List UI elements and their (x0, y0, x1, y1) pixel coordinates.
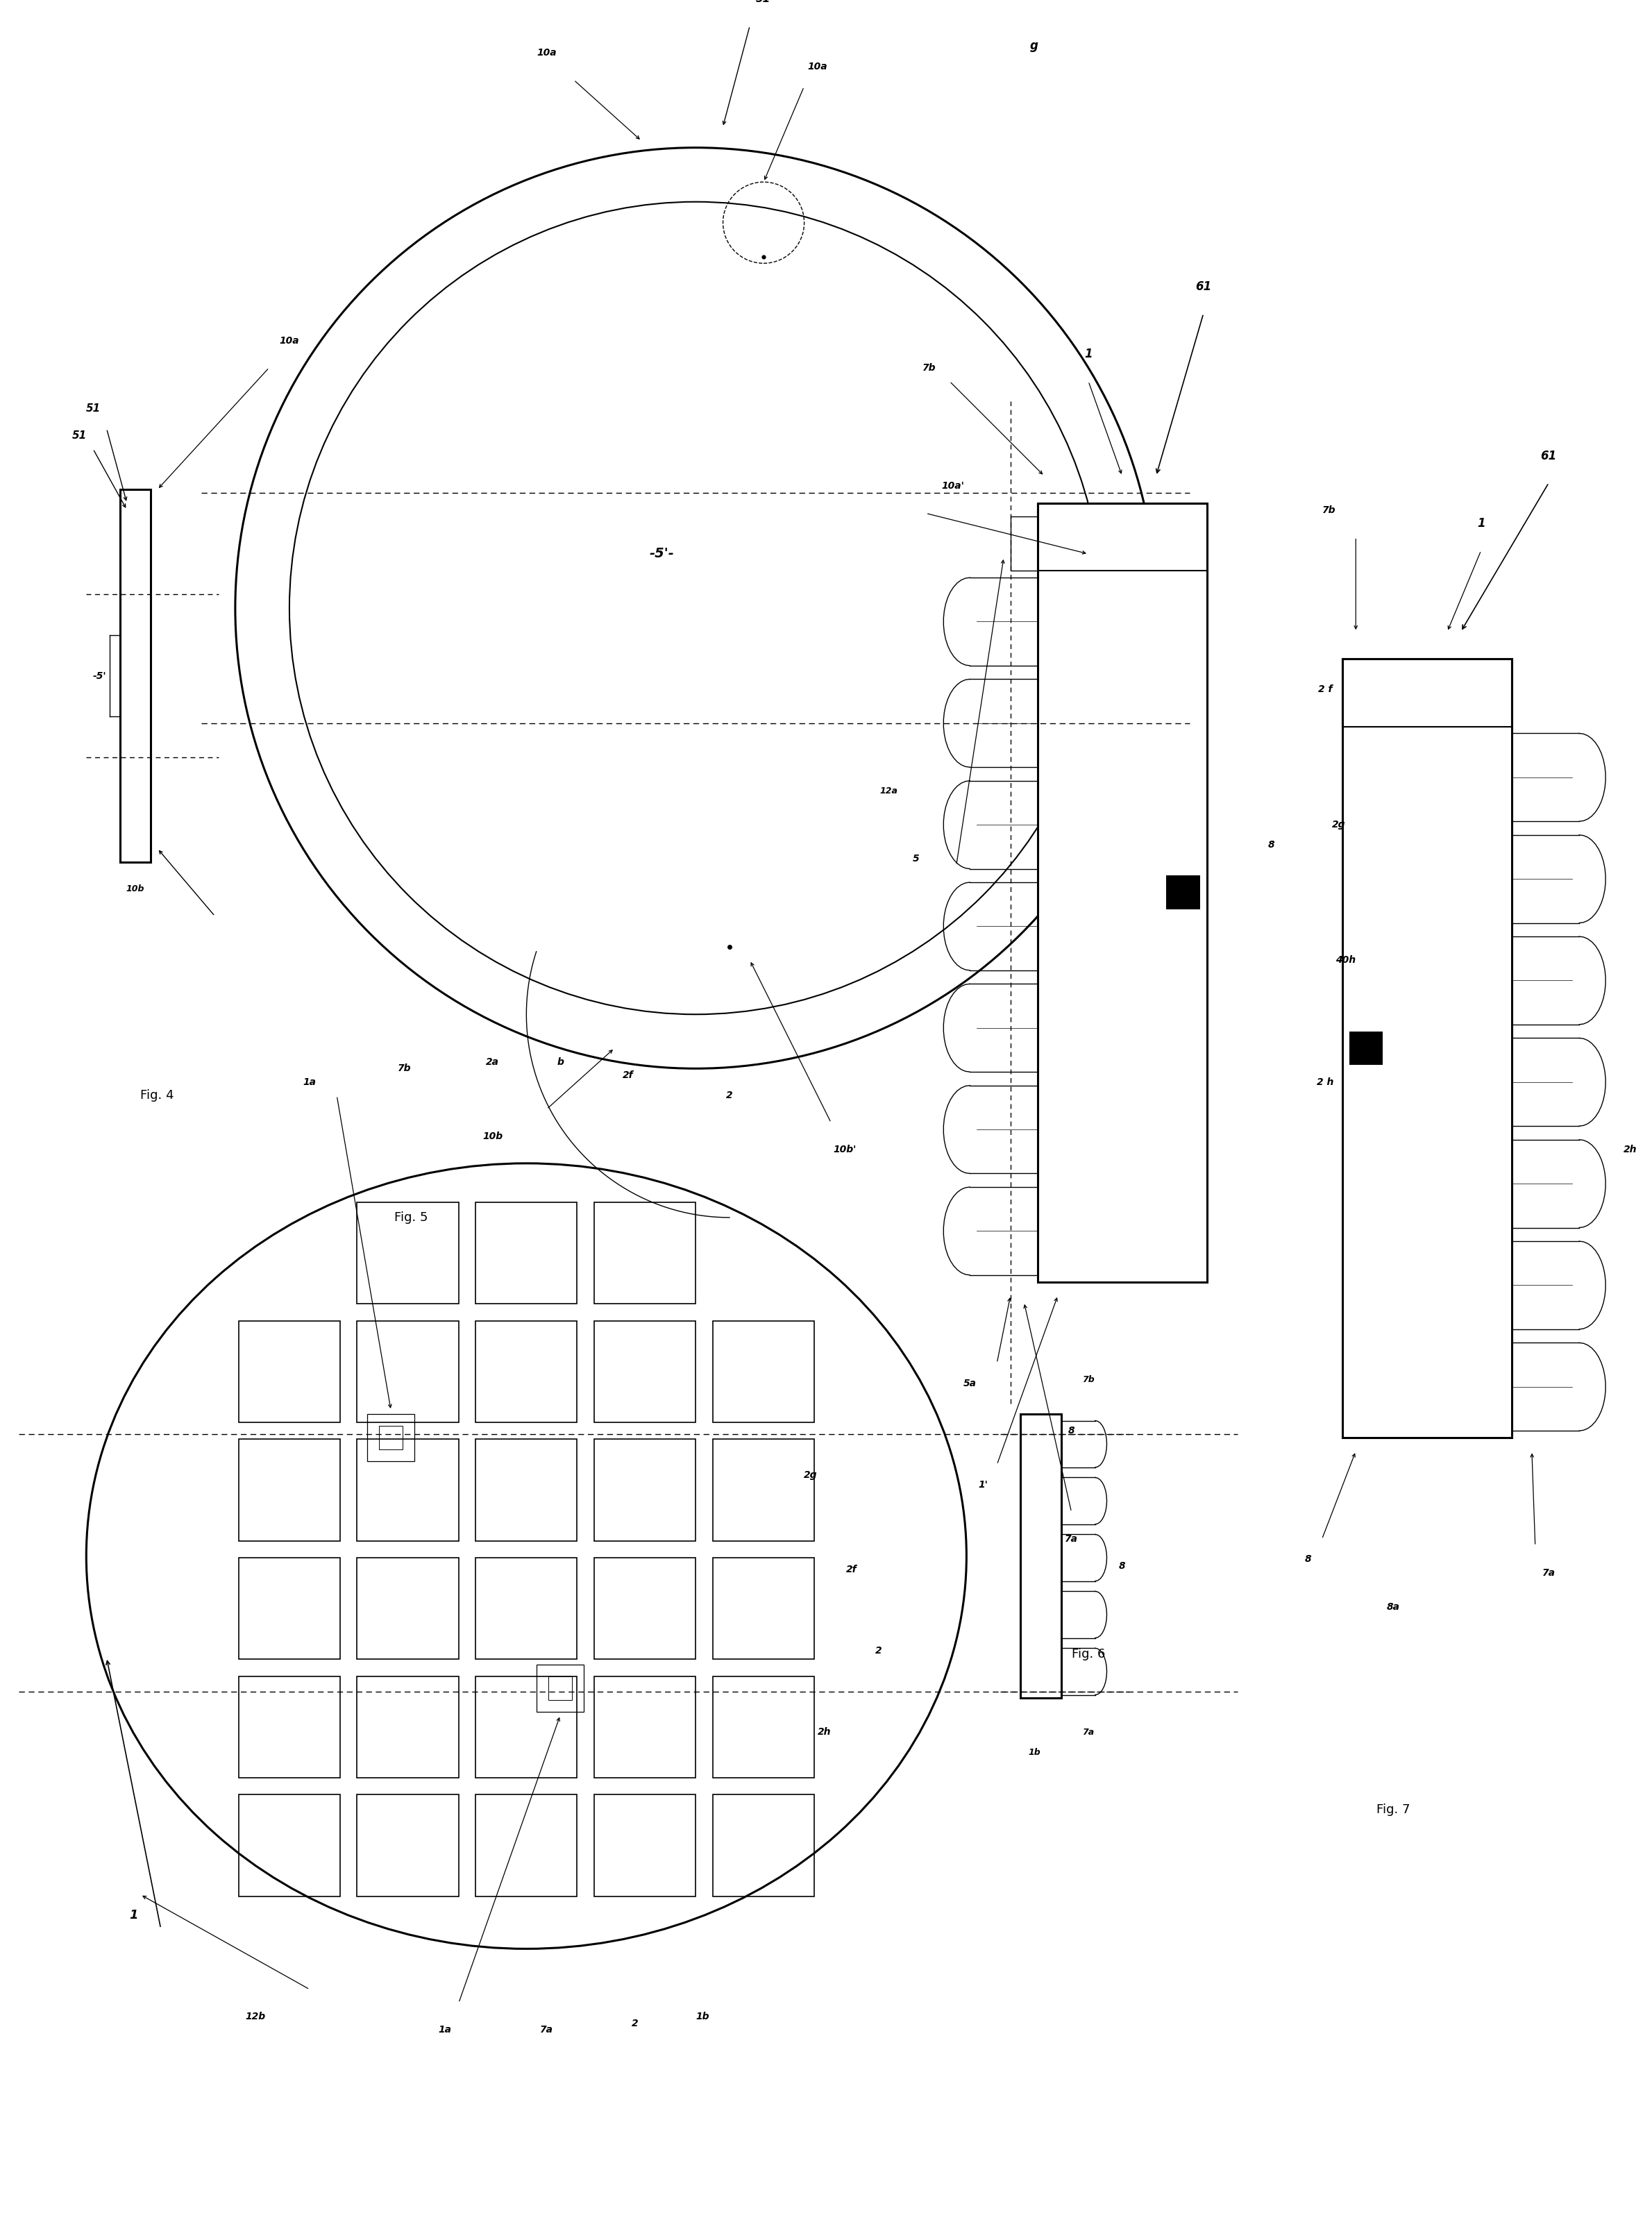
Text: 7a: 7a (540, 2025, 553, 2034)
Bar (476, 1320, 577, 1423)
Bar (712, 1795, 814, 1896)
Bar (1037, 504, 1208, 571)
Text: 5a: 5a (963, 1379, 976, 1388)
Bar (357, 1795, 459, 1896)
Text: 12b: 12b (246, 2012, 266, 2021)
Text: Fig. 5: Fig. 5 (395, 1211, 428, 1224)
Text: 1: 1 (1477, 517, 1485, 530)
Bar (712, 1558, 814, 1658)
Text: 2 h: 2 h (1317, 1076, 1333, 1088)
Text: 10b: 10b (126, 884, 145, 893)
Text: 40h: 40h (1335, 956, 1356, 965)
Text: 7b: 7b (1322, 506, 1335, 515)
Text: g: g (1031, 40, 1039, 51)
Bar (1166, 875, 1199, 909)
Text: 10b: 10b (482, 1132, 502, 1141)
Bar (1341, 658, 1512, 727)
Bar (595, 1558, 695, 1658)
Bar (476, 1439, 577, 1540)
Bar (1011, 517, 1037, 571)
Bar (595, 1795, 695, 1896)
Bar (357, 1202, 459, 1305)
Text: 1': 1' (978, 1479, 988, 1491)
Bar (378, 1426, 403, 1450)
Text: 51: 51 (757, 0, 771, 4)
Text: 2g: 2g (805, 1470, 818, 1479)
Text: Fig. 7: Fig. 7 (1376, 1804, 1409, 1817)
Text: 8: 8 (1305, 1555, 1312, 1564)
Bar (238, 1320, 340, 1423)
Text: 1b: 1b (1028, 1748, 1041, 1757)
Text: 51: 51 (73, 430, 88, 441)
Bar (595, 1202, 695, 1305)
Bar (1021, 1414, 1061, 1699)
Bar (1350, 1032, 1383, 1065)
Text: 2f: 2f (846, 1564, 857, 1576)
Text: Fig. 4: Fig. 4 (140, 1090, 173, 1101)
Bar (595, 1676, 695, 1777)
Bar (712, 1320, 814, 1423)
Text: Fig. 6: Fig. 6 (1072, 1647, 1105, 1661)
Bar (537, 1665, 583, 1712)
Text: 8a: 8a (1386, 1602, 1399, 1611)
Text: 61: 61 (1541, 450, 1556, 461)
Bar (357, 1439, 459, 1540)
Text: 51: 51 (86, 403, 101, 414)
Bar (476, 1795, 577, 1896)
Bar (357, 1676, 459, 1777)
Text: 2h: 2h (818, 1728, 831, 1737)
Text: 5: 5 (912, 853, 919, 864)
Text: 8: 8 (1069, 1426, 1075, 1435)
Text: 7b: 7b (398, 1063, 411, 1074)
Text: 10a: 10a (537, 47, 557, 58)
Text: 10b': 10b' (833, 1146, 856, 1155)
Bar (712, 1439, 814, 1540)
Text: 7a: 7a (1543, 1569, 1555, 1578)
Bar (476, 1202, 577, 1305)
Text: b: b (557, 1056, 563, 1068)
Text: 2: 2 (631, 2019, 638, 2028)
Text: 1a: 1a (438, 2025, 451, 2034)
Bar (238, 1795, 340, 1896)
Bar (595, 1439, 695, 1540)
Text: 7a: 7a (1066, 1535, 1079, 1544)
Bar (121, 490, 150, 862)
Bar (238, 1439, 340, 1540)
Bar (357, 1320, 459, 1423)
Text: 10a: 10a (279, 336, 299, 345)
Bar (476, 1676, 577, 1777)
Text: 2a: 2a (486, 1056, 499, 1068)
Text: 1b: 1b (695, 2012, 709, 2021)
Bar (476, 1558, 577, 1658)
Bar (238, 1558, 340, 1658)
Bar (595, 1320, 695, 1423)
Text: 10a: 10a (808, 60, 828, 72)
Bar (1341, 658, 1512, 1437)
Text: 10a': 10a' (942, 481, 965, 490)
Bar (548, 1676, 572, 1701)
Text: 7b: 7b (1082, 1376, 1095, 1385)
Bar (367, 1414, 415, 1461)
Text: 2: 2 (727, 1090, 733, 1101)
Text: 8: 8 (1118, 1562, 1125, 1571)
Text: 2f: 2f (623, 1070, 633, 1081)
Text: 12a: 12a (879, 786, 897, 794)
Text: 2: 2 (876, 1645, 882, 1656)
Bar (357, 1558, 459, 1658)
Text: 61: 61 (1196, 280, 1211, 293)
Text: -5': -5' (93, 671, 107, 680)
Text: 2 f: 2 f (1318, 685, 1333, 694)
Text: 1a: 1a (302, 1076, 316, 1088)
Text: 8: 8 (1267, 839, 1274, 850)
Bar (712, 1676, 814, 1777)
Text: 2g: 2g (1332, 819, 1346, 830)
Text: 7b: 7b (922, 363, 937, 372)
Text: 1: 1 (1084, 347, 1092, 360)
Bar (238, 1676, 340, 1777)
Text: 2h: 2h (1624, 1146, 1637, 1155)
Bar (1037, 504, 1208, 1282)
Text: -5'-: -5'- (649, 548, 674, 560)
Text: 7a: 7a (1082, 1728, 1094, 1737)
Text: 1: 1 (129, 1909, 139, 1920)
